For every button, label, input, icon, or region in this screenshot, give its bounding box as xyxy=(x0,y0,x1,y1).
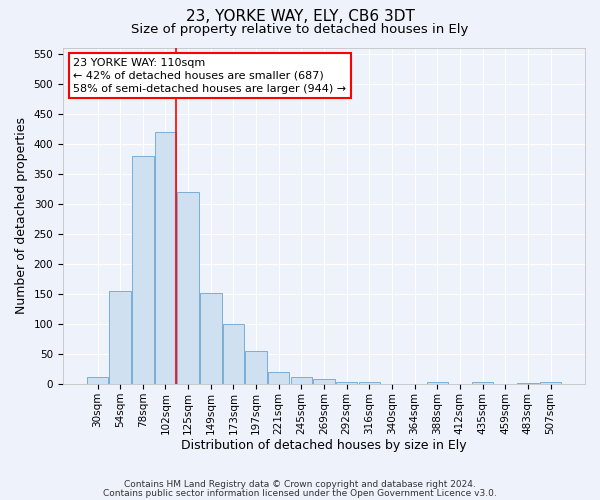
Bar xyxy=(313,380,335,384)
Bar xyxy=(540,382,561,384)
Text: Size of property relative to detached houses in Ely: Size of property relative to detached ho… xyxy=(131,22,469,36)
Bar xyxy=(290,377,312,384)
Bar xyxy=(200,293,221,384)
Bar xyxy=(132,156,154,384)
Y-axis label: Number of detached properties: Number of detached properties xyxy=(15,118,28,314)
Text: 23 YORKE WAY: 110sqm
← 42% of detached houses are smaller (687)
58% of semi-deta: 23 YORKE WAY: 110sqm ← 42% of detached h… xyxy=(73,58,347,94)
Bar xyxy=(517,383,539,384)
X-axis label: Distribution of detached houses by size in Ely: Distribution of detached houses by size … xyxy=(181,440,467,452)
Bar xyxy=(109,291,131,384)
Bar xyxy=(472,382,493,384)
Bar xyxy=(427,382,448,384)
Text: 23, YORKE WAY, ELY, CB6 3DT: 23, YORKE WAY, ELY, CB6 3DT xyxy=(185,9,415,24)
Bar xyxy=(268,372,289,384)
Text: Contains HM Land Registry data © Crown copyright and database right 2024.: Contains HM Land Registry data © Crown c… xyxy=(124,480,476,489)
Bar xyxy=(245,351,267,384)
Bar xyxy=(223,324,244,384)
Bar xyxy=(359,382,380,384)
Bar xyxy=(178,192,199,384)
Text: Contains public sector information licensed under the Open Government Licence v3: Contains public sector information licen… xyxy=(103,489,497,498)
Bar xyxy=(155,132,176,384)
Bar xyxy=(336,382,358,384)
Bar xyxy=(87,377,108,384)
